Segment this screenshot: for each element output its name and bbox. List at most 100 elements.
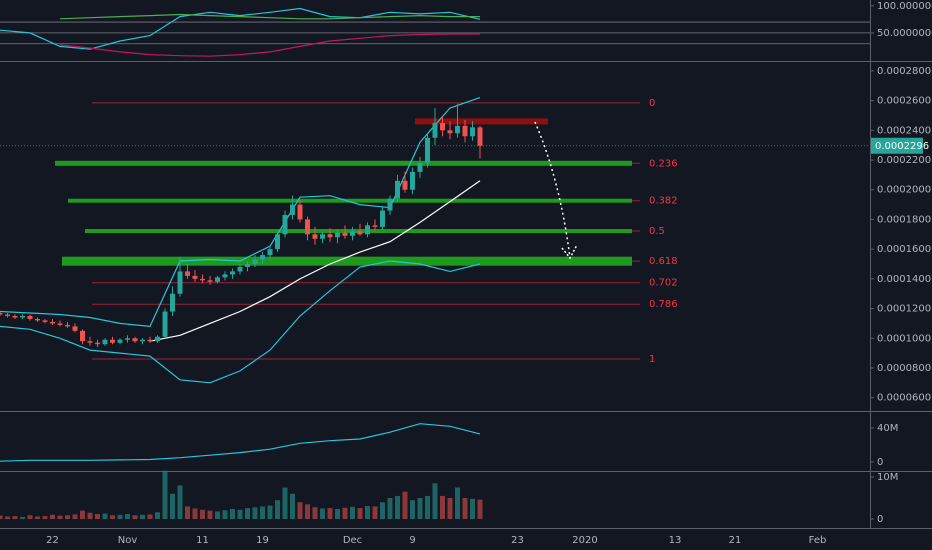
fib-label: 0.618 <box>649 256 678 267</box>
last-price-label: 0.0002296 <box>875 141 929 152</box>
volume-bar <box>297 502 303 520</box>
candle-body <box>402 180 408 190</box>
volume-bar <box>5 516 10 520</box>
volume-bar <box>162 470 168 520</box>
candle-body <box>282 214 288 235</box>
candle-body <box>155 336 160 342</box>
y-tick-label: 0.0002800 <box>877 66 931 77</box>
fib-label: 0.5 <box>649 226 665 237</box>
volume-bar <box>20 516 25 520</box>
candle-body <box>417 162 423 172</box>
y-tick-label: 0.0002000 <box>877 185 931 196</box>
candle-body <box>252 259 258 264</box>
candle-body <box>65 324 70 327</box>
x-tick-label: 9 <box>409 535 415 546</box>
volume-bar <box>170 493 175 520</box>
candle-body <box>0 313 3 315</box>
candle-body <box>425 137 430 163</box>
volume-bar <box>140 514 145 520</box>
y-tick-label: 0.0002200 <box>877 155 931 166</box>
indicator-line <box>149 180 481 342</box>
candle-body <box>335 232 340 238</box>
volume-bar <box>177 485 183 520</box>
volume-bar <box>342 507 348 520</box>
volume-bar <box>350 506 355 520</box>
candle-body <box>185 271 190 276</box>
volume-bar <box>425 495 430 520</box>
volume-bar <box>447 498 453 520</box>
candle-body <box>477 127 483 146</box>
x-tick-label: Dec <box>343 535 362 546</box>
x-tick-label: 21 <box>729 535 742 546</box>
y-tick-label: 50.0000000 <box>877 28 932 39</box>
candle-body <box>147 339 153 342</box>
x-tick-label: 22 <box>46 535 59 546</box>
volume-bar <box>132 515 138 520</box>
volume-bar <box>455 487 460 520</box>
volume-bar <box>410 500 415 520</box>
candle-body <box>35 318 40 321</box>
candle-body <box>410 171 415 190</box>
volume-bar <box>12 516 18 520</box>
candle-body <box>215 277 220 282</box>
candle-body <box>72 326 78 331</box>
indicator-line <box>0 260 481 384</box>
candle-body <box>237 266 243 272</box>
volume-bar <box>252 507 258 520</box>
volume-bar <box>185 506 190 520</box>
volume-bar <box>110 515 115 520</box>
y-tick-label: 0.0001400 <box>877 274 931 285</box>
volume-bar <box>207 510 213 520</box>
fib-label: 1 <box>649 354 655 365</box>
volume-bar <box>230 508 235 520</box>
candle-body <box>132 338 138 342</box>
volume-bar <box>50 514 55 520</box>
volume-bar <box>72 514 78 520</box>
candle-body <box>380 210 385 227</box>
volume-bar <box>327 508 333 520</box>
volume-bar <box>222 510 228 520</box>
fib-label: 0.382 <box>649 196 678 207</box>
support-zone <box>85 229 632 234</box>
volume-bar <box>462 498 468 520</box>
volume-bar <box>440 495 445 520</box>
x-tick-label: 23 <box>511 535 524 546</box>
candle-body <box>20 315 25 318</box>
volume-bar <box>215 511 220 520</box>
candle-body <box>350 231 355 236</box>
candle-body <box>267 249 273 256</box>
candle-body <box>245 263 250 267</box>
y-tick-label: 0 <box>877 457 883 468</box>
volume-bar <box>80 510 85 520</box>
x-tick-label: 19 <box>256 535 269 546</box>
volume-bar <box>290 493 295 520</box>
candle-body <box>395 180 400 199</box>
volume-bar <box>27 515 33 520</box>
candle-body <box>192 275 198 279</box>
volume-bar <box>372 506 378 520</box>
candle-body <box>117 339 123 343</box>
volume-bar <box>102 513 108 520</box>
indicator-line <box>0 7 481 50</box>
candle-body <box>290 204 295 215</box>
x-tick-label: 11 <box>196 535 209 546</box>
x-tick-label: 2020 <box>572 535 597 546</box>
candle-body <box>125 338 130 340</box>
candle-body <box>357 231 363 235</box>
volume-bar <box>57 515 63 520</box>
candle-body <box>455 125 460 134</box>
volume-bar <box>95 513 100 520</box>
volume-bar <box>260 506 265 520</box>
support-zone <box>62 256 632 266</box>
y-tick-label: 0.0000600 <box>877 393 931 404</box>
volume-bar <box>245 508 250 520</box>
y-tick-label: 0 <box>877 514 883 525</box>
indicator-line <box>59 33 480 57</box>
y-tick-label: 40M <box>877 423 898 434</box>
candle-body <box>365 225 370 235</box>
volume-bar <box>155 512 160 520</box>
candle-body <box>5 314 10 316</box>
volume-bar <box>267 505 273 520</box>
